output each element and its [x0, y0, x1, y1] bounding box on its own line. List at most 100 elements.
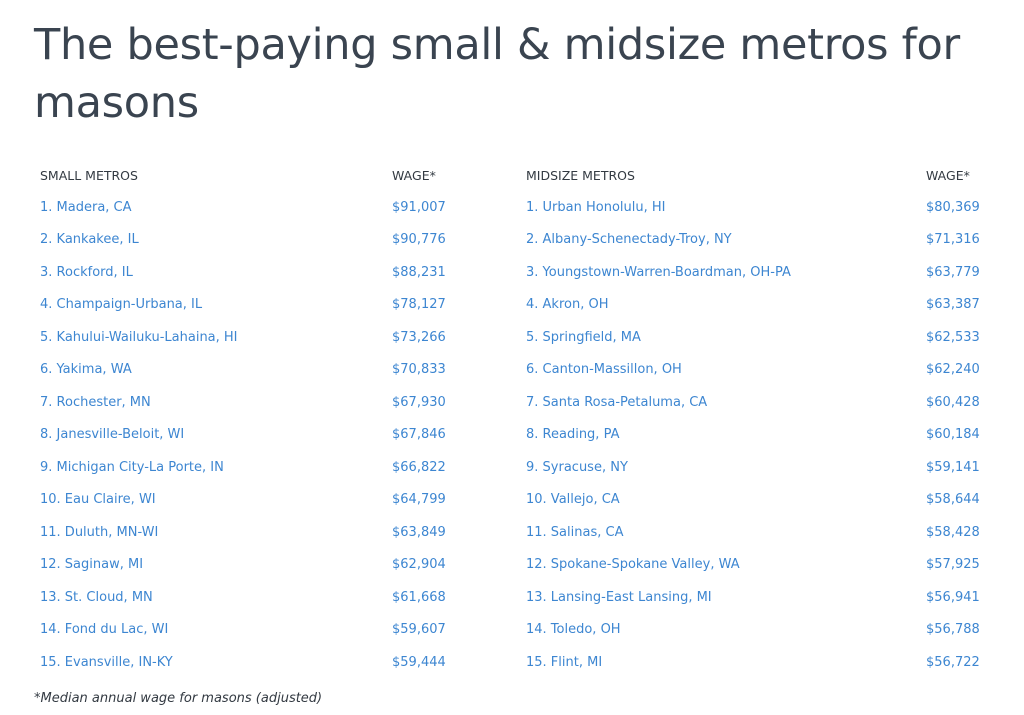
wage-value: $67,846 — [392, 427, 446, 443]
metro-link[interactable]: 11. Duluth, MN-WI — [40, 524, 159, 540]
table-row: 5. Kahului-Wailuku-Lahaina, HI $73,266 — [40, 321, 446, 354]
footnote: *Median annual wage for masons (adjusted… — [34, 691, 323, 706]
table-row: 12. Spokane-Spokane Valley, WA $57,925 — [526, 549, 980, 582]
metro-link[interactable]: 1. Madera, CA — [40, 199, 132, 215]
column-header-metro: SMALL METROS — [40, 167, 138, 183]
table-row: 6. Yakima, WA $70,833 — [40, 354, 446, 387]
page-title: The best-paying small & midsize metros f… — [34, 20, 960, 128]
metro-link[interactable]: 1. Urban Honolulu, HI — [526, 199, 666, 215]
metro-link[interactable]: 7. Santa Rosa-Petaluma, CA — [526, 394, 708, 410]
small-metros-table: SMALL METROS WAGE* 1. Madera, CA $91,007 2… — [40, 164, 446, 679]
table-row: 8. Reading, PA $60,184 — [526, 419, 980, 452]
metro-link[interactable]: 9. Syracuse, NY — [526, 459, 628, 475]
wage-value: $78,127 — [392, 297, 446, 313]
table-row: 11. Duluth, MN-WI $63,849 — [40, 516, 446, 549]
wage-value: $91,007 — [392, 199, 446, 215]
wage-value: $62,533 — [926, 329, 980, 345]
wage-value: $57,925 — [926, 557, 980, 573]
metro-link[interactable]: 14. Fond du Lac, WI — [40, 622, 169, 638]
table-row: 2. Kankakee, IL $90,776 — [40, 224, 446, 257]
column-header-wage: WAGE* — [926, 167, 970, 183]
table-row: 14. Toledo, OH $56,788 — [526, 614, 980, 647]
table-row: 8. Janesville-Beloit, WI $67,846 — [40, 419, 446, 452]
table-row: 14. Fond du Lac, WI $59,607 — [40, 614, 446, 647]
wage-value: $59,444 — [392, 654, 446, 670]
metro-link[interactable]: 6. Canton-Massillon, OH — [526, 362, 682, 378]
wage-value: $58,428 — [926, 524, 980, 540]
table-row: 13. Lansing-East Lansing, MI $56,941 — [526, 581, 980, 614]
table-row: 6. Canton-Massillon, OH $62,240 — [526, 354, 980, 387]
table-row: 15. Flint, MI $56,722 — [526, 646, 980, 679]
metro-link[interactable]: 5. Springfield, MA — [526, 329, 641, 345]
wage-value: $62,240 — [926, 362, 980, 378]
midsize-metros-rows: 1. Urban Honolulu, HI $80,369 2. Albany-Sc… — [526, 191, 980, 679]
metro-link[interactable]: 4. Akron, OH — [526, 297, 609, 313]
metro-link[interactable]: 10. Eau Claire, WI — [40, 492, 156, 508]
metro-link[interactable]: 14. Toledo, OH — [526, 622, 621, 638]
wage-value: $66,822 — [392, 459, 446, 475]
table-row: 9. Syracuse, NY $59,141 — [526, 451, 980, 484]
wage-value: $60,428 — [926, 394, 980, 410]
table-row: 1. Urban Honolulu, HI $80,369 — [526, 191, 980, 224]
wage-value: $59,141 — [926, 459, 980, 475]
wage-value: $56,722 — [926, 654, 980, 670]
metro-link[interactable]: 15. Evansville, IN-KY — [40, 654, 173, 670]
table-row: 1. Madera, CA $91,007 — [40, 191, 446, 224]
metro-link[interactable]: 12. Spokane-Spokane Valley, WA — [526, 557, 740, 573]
table-row: 13. St. Cloud, MN $61,668 — [40, 581, 446, 614]
metro-link[interactable]: 7. Rochester, MN — [40, 394, 151, 410]
wage-value: $71,316 — [926, 232, 980, 248]
column-header-metro: MIDSIZE METROS — [526, 167, 635, 183]
metro-link[interactable]: 6. Yakima, WA — [40, 362, 132, 378]
wage-value: $60,184 — [926, 427, 980, 443]
metro-link[interactable]: 4. Champaign-Urbana, IL — [40, 297, 203, 313]
wage-value: $63,387 — [926, 297, 980, 313]
metro-link[interactable]: 9. Michigan City-La Porte, IN — [40, 459, 224, 475]
metro-link[interactable]: 3. Rockford, IL — [40, 264, 133, 280]
wage-value: $70,833 — [392, 362, 446, 378]
table-row: 15. Evansville, IN-KY $59,444 — [40, 646, 446, 679]
small-metros-rows: 1. Madera, CA $91,007 2. Kankakee, IL $90,7… — [40, 191, 446, 679]
table-row: 5. Springfield, MA $62,533 — [526, 321, 980, 354]
metro-link[interactable]: 2. Albany-Schenectady-Troy, NY — [526, 232, 732, 248]
wage-value: $73,266 — [392, 329, 446, 345]
table-row: 2. Albany-Schenectady-Troy, NY $71,316 — [526, 224, 980, 257]
wage-value: $63,779 — [926, 264, 980, 280]
wage-value: $88,231 — [392, 264, 446, 280]
table-row: 3. Youngstown-Warren-Boardman, OH-PA $63,… — [526, 256, 980, 289]
metro-link[interactable]: 13. St. Cloud, MN — [40, 589, 153, 605]
wage-value: $90,776 — [392, 232, 446, 248]
table-row: 12. Saginaw, MI $62,904 — [40, 549, 446, 582]
wage-value: $64,799 — [392, 492, 446, 508]
metro-link[interactable]: 8. Janesville-Beloit, WI — [40, 427, 185, 443]
metro-link[interactable]: 13. Lansing-East Lansing, MI — [526, 589, 712, 605]
metro-link[interactable]: 11. Salinas, CA — [526, 524, 624, 540]
wage-value: $59,607 — [392, 622, 446, 638]
table-row: 7. Rochester, MN $67,930 — [40, 386, 446, 419]
table-row: 11. Salinas, CA $58,428 — [526, 516, 980, 549]
table-row: 4. Akron, OH $63,387 — [526, 289, 980, 322]
metro-link[interactable]: 8. Reading, PA — [526, 427, 620, 443]
metro-link[interactable]: 3. Youngstown-Warren-Boardman, OH-PA — [526, 264, 791, 280]
metro-link[interactable]: 12. Saginaw, MI — [40, 557, 144, 573]
table-row: 9. Michigan City-La Porte, IN $66,822 — [40, 451, 446, 484]
wage-value: $67,930 — [392, 394, 446, 410]
wage-value: $56,788 — [926, 622, 980, 638]
table-header: SMALL METROS WAGE* — [40, 164, 440, 186]
metro-link[interactable]: 2. Kankakee, IL — [40, 232, 139, 248]
table-row: 4. Champaign-Urbana, IL $78,127 — [40, 289, 446, 322]
wage-value: $56,941 — [926, 589, 980, 605]
table-row: 10. Vallejo, CA $58,644 — [526, 484, 980, 517]
table-row: 3. Rockford, IL $88,231 — [40, 256, 446, 289]
wage-value: $58,644 — [926, 492, 980, 508]
wage-value: $62,904 — [392, 557, 446, 573]
metro-link[interactable]: 5. Kahului-Wailuku-Lahaina, HI — [40, 329, 238, 345]
metro-link[interactable]: 15. Flint, MI — [526, 654, 603, 670]
table-header: MIDSIZE METROS WAGE* — [526, 164, 974, 186]
wage-value: $80,369 — [926, 199, 980, 215]
table-row: 7. Santa Rosa-Petaluma, CA $60,428 — [526, 386, 980, 419]
metro-link[interactable]: 10. Vallejo, CA — [526, 492, 620, 508]
table-row: 10. Eau Claire, WI $64,799 — [40, 484, 446, 517]
wage-value: $63,849 — [392, 524, 446, 540]
